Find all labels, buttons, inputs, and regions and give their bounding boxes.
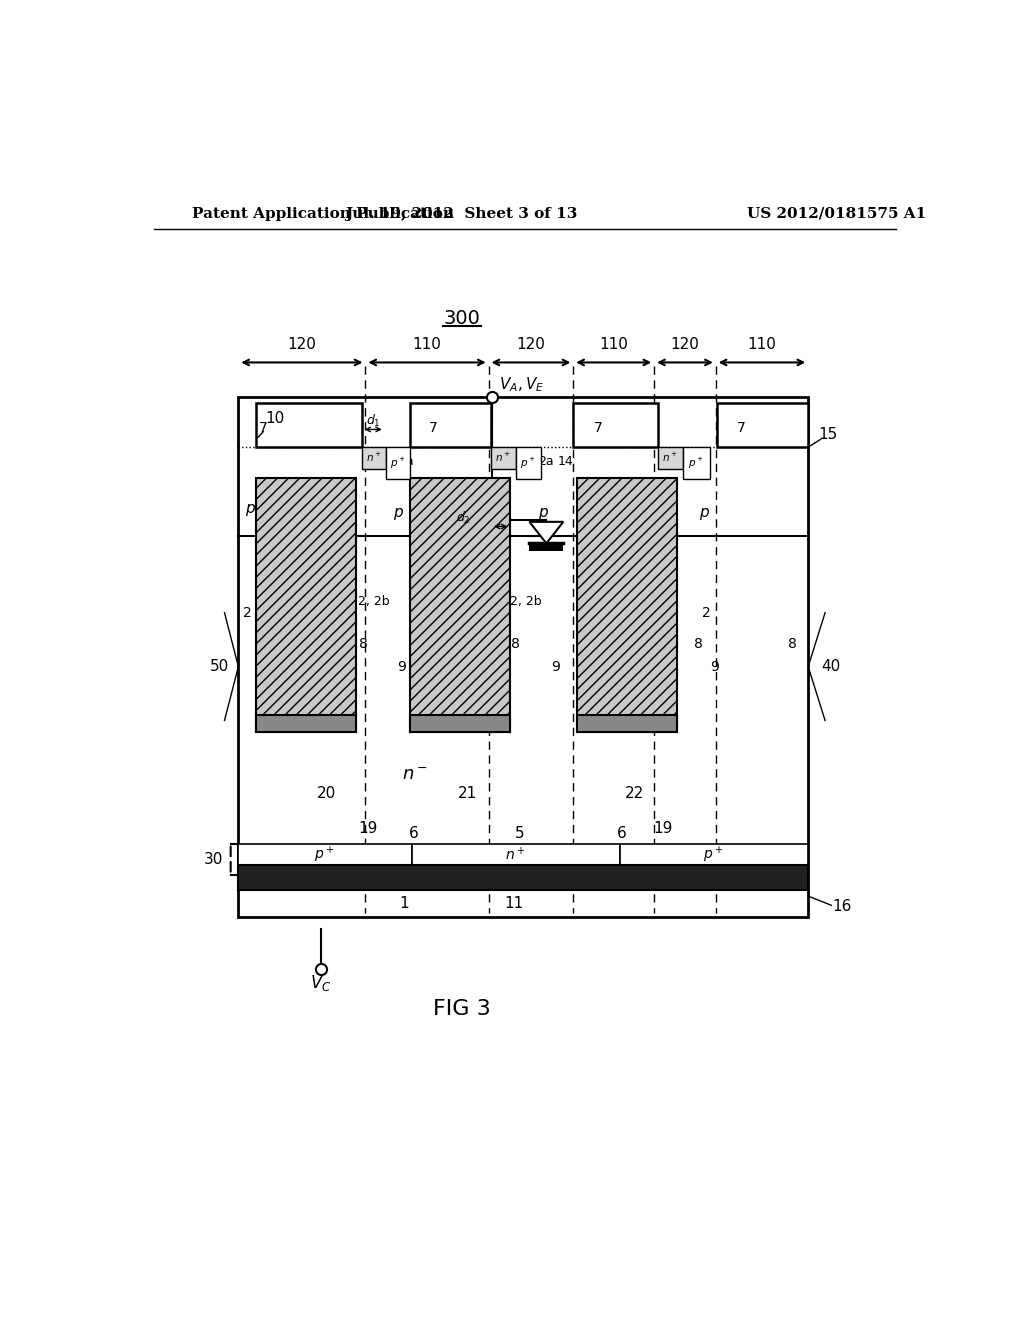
Bar — [658, 447, 683, 469]
Text: US 2012/0181575 A1: US 2012/0181575 A1 — [746, 207, 926, 220]
Text: $V_A, V_E$: $V_A, V_E$ — [499, 375, 544, 395]
Text: Patent Application Publication: Patent Application Publication — [193, 207, 455, 220]
Text: p: p — [538, 506, 547, 520]
Bar — [410, 404, 490, 447]
Text: 3: 3 — [660, 454, 668, 467]
Bar — [578, 715, 677, 733]
Text: 110: 110 — [748, 338, 776, 352]
Text: 120: 120 — [516, 338, 546, 352]
Text: 2a: 2a — [539, 454, 554, 467]
Text: 10: 10 — [265, 411, 285, 426]
Text: $d_1$: $d_1$ — [366, 413, 381, 429]
Text: 110: 110 — [413, 338, 441, 352]
Text: $n^-$: $n^-$ — [402, 766, 428, 783]
Text: 2, 2b: 2, 2b — [358, 594, 390, 607]
Bar — [386, 447, 410, 479]
Text: 12: 12 — [605, 717, 623, 731]
Text: 7: 7 — [429, 421, 437, 434]
Polygon shape — [529, 521, 563, 544]
Text: 9: 9 — [397, 660, 407, 673]
Text: $p^+$: $p^+$ — [520, 455, 537, 471]
Text: 16: 16 — [833, 899, 852, 915]
Text: 12: 12 — [274, 717, 292, 731]
Text: $n^+$: $n^+$ — [366, 451, 382, 465]
Text: 50: 50 — [210, 659, 228, 675]
Text: 8: 8 — [788, 636, 798, 651]
Text: 120: 120 — [288, 338, 316, 352]
Text: 6: 6 — [616, 826, 627, 841]
Text: $n^+$: $n^+$ — [496, 451, 511, 465]
Bar — [490, 447, 515, 469]
Text: 7: 7 — [259, 421, 267, 434]
Bar — [410, 715, 510, 733]
Text: $p^+$: $p^+$ — [314, 845, 335, 865]
Bar — [515, 447, 541, 479]
Text: 7: 7 — [594, 421, 603, 434]
Text: 8: 8 — [511, 636, 520, 651]
Text: 1: 1 — [399, 896, 409, 911]
Text: 4: 4 — [386, 454, 394, 467]
Text: 11: 11 — [505, 896, 523, 911]
Text: 8: 8 — [694, 636, 703, 651]
Text: 20: 20 — [317, 787, 337, 801]
Text: $p^+$: $p^+$ — [688, 455, 705, 471]
Text: Jul. 19, 2012  Sheet 3 of 13: Jul. 19, 2012 Sheet 3 of 13 — [345, 207, 578, 220]
Text: 7: 7 — [737, 421, 745, 434]
Text: 300: 300 — [443, 309, 480, 329]
Text: 4: 4 — [515, 454, 523, 467]
Text: 120: 120 — [671, 338, 699, 352]
Bar — [529, 544, 563, 552]
Text: 21: 21 — [458, 787, 477, 801]
Text: $p^+$: $p^+$ — [703, 845, 724, 865]
Text: $d_2$: $d_2$ — [456, 510, 470, 527]
Text: $V_C$: $V_C$ — [310, 973, 332, 993]
Text: 2a: 2a — [398, 454, 414, 467]
Bar — [412, 843, 620, 866]
Text: 40: 40 — [821, 659, 841, 675]
Text: 8: 8 — [358, 636, 368, 651]
Text: FIG 3: FIG 3 — [433, 999, 490, 1019]
Bar — [239, 397, 808, 917]
Text: p: p — [245, 502, 255, 516]
Text: 3: 3 — [364, 454, 372, 467]
Text: 19: 19 — [653, 821, 673, 836]
Bar — [256, 478, 356, 733]
Bar — [573, 404, 658, 447]
Text: 2: 2 — [244, 606, 252, 619]
Bar — [256, 715, 356, 733]
Bar — [717, 404, 808, 447]
Text: 2, 2b: 2, 2b — [510, 594, 542, 607]
Bar — [361, 447, 386, 469]
Text: 14: 14 — [558, 454, 573, 467]
Text: 110: 110 — [599, 338, 628, 352]
Text: 2: 2 — [702, 606, 711, 619]
Text: p: p — [393, 506, 402, 520]
Text: 30: 30 — [204, 851, 223, 867]
Text: $p^+$: $p^+$ — [390, 455, 407, 471]
Bar — [410, 478, 510, 733]
Bar — [239, 843, 412, 866]
Text: 12: 12 — [432, 717, 450, 731]
Bar — [256, 404, 361, 447]
Text: 6: 6 — [409, 826, 419, 841]
Bar — [620, 843, 808, 866]
Text: 22: 22 — [626, 787, 644, 801]
Text: 15: 15 — [818, 426, 838, 442]
Text: $n^+$: $n^+$ — [663, 451, 678, 465]
Text: 4: 4 — [683, 454, 690, 467]
Bar — [578, 478, 677, 733]
Text: 5: 5 — [515, 826, 524, 841]
Text: 3: 3 — [494, 454, 501, 467]
Text: p: p — [699, 506, 709, 520]
Text: 9: 9 — [551, 660, 560, 673]
Text: 19: 19 — [358, 821, 378, 836]
Bar — [239, 866, 808, 890]
Text: 9: 9 — [710, 660, 719, 673]
Text: $n^+$: $n^+$ — [506, 846, 525, 863]
Bar — [683, 447, 710, 479]
